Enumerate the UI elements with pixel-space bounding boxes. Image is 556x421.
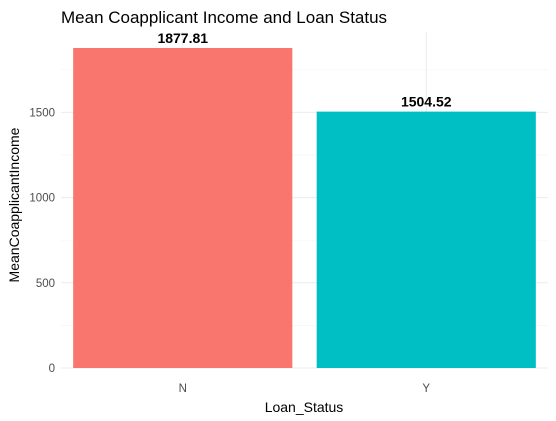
chart-title: Mean Coapplicant Income and Loan Status xyxy=(61,8,387,27)
y-axis-title: MeanCoapplicantIncome xyxy=(6,127,22,282)
y-tick-label: 500 xyxy=(36,278,55,290)
y-tick-label: 1500 xyxy=(29,107,55,119)
y-axis-ticks: 0 500 1000 1500 xyxy=(29,107,55,375)
y-tick-label: 0 xyxy=(49,363,55,375)
y-tick-label: 1000 xyxy=(29,193,55,205)
bar-N xyxy=(73,47,293,369)
x-tick-label: Y xyxy=(422,383,430,395)
data-label-N: 1877.81 xyxy=(157,30,208,46)
x-tick-label: N xyxy=(179,383,187,395)
data-labels-group: 1877.81 1504.52 xyxy=(157,30,451,110)
data-label-Y: 1504.52 xyxy=(401,94,452,110)
x-axis-title: Loan_Status xyxy=(265,399,344,415)
bar-Y xyxy=(316,111,536,368)
bars-group xyxy=(73,47,536,369)
